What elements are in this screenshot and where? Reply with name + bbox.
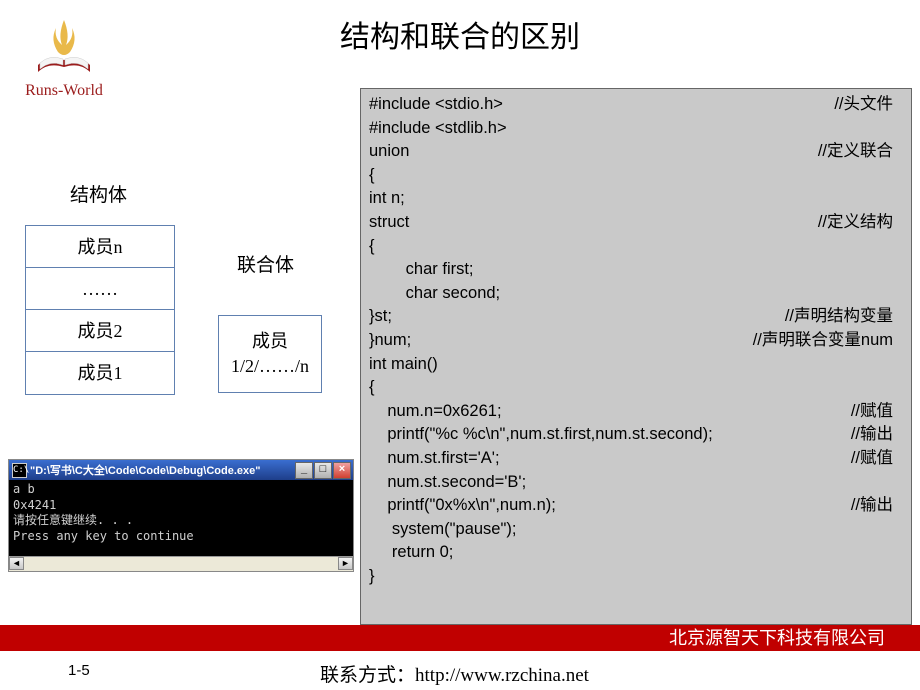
code-line: union //定义联合 (369, 140, 903, 164)
code-line: printf("0x%x\n",num.n); //输出 (369, 494, 903, 518)
code-line: } (369, 565, 903, 589)
code-comment: //声明结构变量 (785, 305, 903, 329)
console-titlebar: C:\ "D:\写书\C大全\Code\Code\Debug\Code.exe"… (9, 460, 353, 480)
code-comment: //声明联合变量num (753, 329, 903, 353)
code-text: }num; (369, 329, 411, 353)
code-line: { (369, 164, 903, 188)
code-line: #include <stdlib.h> (369, 117, 903, 141)
code-text: #include <stdio.h> (369, 93, 503, 117)
struct-cell: 成员n (26, 226, 174, 268)
code-text: }st; (369, 305, 392, 329)
code-text: num.st.second='B'; (369, 471, 526, 495)
code-text: #include <stdlib.h> (369, 117, 507, 141)
code-comment: //赋值 (851, 400, 903, 424)
console-title: "D:\写书\C大全\Code\Code\Debug\Code.exe" (30, 462, 294, 478)
console-window: C:\ "D:\写书\C大全\Code\Code\Debug\Code.exe"… (8, 459, 354, 572)
code-text: return 0; (369, 541, 453, 565)
code-comment: //头文件 (834, 93, 903, 117)
page-number: 1-5 (68, 662, 90, 679)
contact-line: 联系方式：http://www.rzchina.net (320, 660, 589, 687)
struct-cell: 成员1 (26, 352, 174, 394)
code-line: num.n=0x6261; //赋值 (369, 400, 903, 424)
code-line: printf("%c %c\n",num.st.first,num.st.sec… (369, 423, 903, 447)
minimize-button[interactable]: _ (295, 462, 313, 479)
footer-bar: 北京源智天下科技有限公司 (0, 625, 920, 651)
code-line: int main() (369, 353, 903, 377)
code-text: { (369, 376, 375, 400)
code-text: } (369, 565, 375, 589)
struct-heading: 结构体 (70, 180, 127, 207)
struct-cell: …… (26, 268, 174, 310)
code-text: char second; (369, 282, 500, 306)
code-text: { (369, 235, 375, 259)
contact-url: http://www.rzchina.net (415, 665, 589, 686)
code-text: union (369, 140, 409, 164)
code-text: int n; (369, 187, 405, 211)
code-comment: //定义联合 (818, 140, 903, 164)
union-heading: 联合体 (237, 250, 294, 277)
code-comment: //赋值 (851, 447, 903, 471)
union-line1: 成员 (252, 329, 288, 354)
code-line: }num; //声明联合变量num (369, 329, 903, 353)
code-text: num.n=0x6261; (369, 400, 502, 424)
code-comment: //定义结构 (818, 211, 903, 235)
contact-label: 联系方式： (320, 665, 415, 686)
code-line: { (369, 376, 903, 400)
code-line: #include <stdio.h> //头文件 (369, 93, 903, 117)
code-text: char first; (369, 258, 474, 282)
code-line: char second; (369, 282, 903, 306)
code-line: num.st.first='A'; //赋值 (369, 447, 903, 471)
code-line: return 0; (369, 541, 903, 565)
logo: Runs-World (20, 10, 108, 100)
code-line: { (369, 235, 903, 259)
code-line: }st; //声明结构变量 (369, 305, 903, 329)
console-scrollbar[interactable]: ◄ ► (9, 556, 353, 571)
code-listing: #include <stdio.h> //头文件 #include <stdlib.… (360, 88, 912, 625)
code-text: printf("%c %c\n",num.st.first,num.st.sec… (369, 423, 713, 447)
union-line2: 1/2/……/n (231, 354, 309, 379)
cmd-icon: C:\ (12, 463, 27, 478)
scroll-right-icon[interactable]: ► (338, 557, 353, 570)
code-line: system("pause"); (369, 518, 903, 542)
maximize-button[interactable]: □ (314, 462, 332, 479)
code-line: num.st.second='B'; (369, 471, 903, 495)
code-text: printf("0x%x\n",num.n); (369, 494, 556, 518)
struct-diagram: 成员n …… 成员2 成员1 (25, 225, 175, 395)
code-text: num.st.first='A'; (369, 447, 500, 471)
scroll-left-icon[interactable]: ◄ (9, 557, 24, 570)
code-text: int main() (369, 353, 438, 377)
console-output: a b 0x4241 请按任意键继续. . . Press any key to… (9, 480, 353, 556)
book-flame-icon (20, 10, 108, 80)
code-line: char first; (369, 258, 903, 282)
code-comment: //输出 (851, 494, 903, 518)
code-line: struct //定义结构 (369, 211, 903, 235)
close-button[interactable]: × (333, 462, 351, 479)
code-line: int n; (369, 187, 903, 211)
code-comment: //输出 (851, 423, 903, 447)
union-diagram: 成员 1/2/……/n (218, 315, 322, 393)
page-title: 结构和联合的区别 (0, 0, 920, 56)
code-text: struct (369, 211, 409, 235)
struct-cell: 成员2 (26, 310, 174, 352)
code-text: system("pause"); (369, 518, 516, 542)
code-text: { (369, 164, 375, 188)
logo-text: Runs-World (20, 82, 108, 100)
